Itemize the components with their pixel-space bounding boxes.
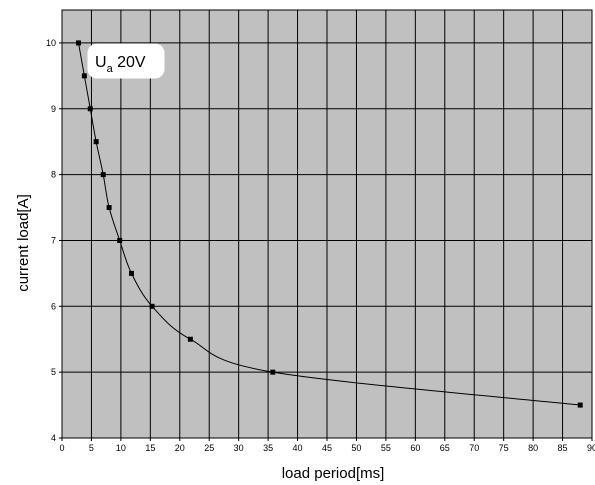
x-tick-label: 65 <box>440 443 450 453</box>
x-tick-label: 50 <box>351 443 361 453</box>
x-tick-label: 30 <box>234 443 244 453</box>
x-tick-label: 0 <box>59 443 64 453</box>
x-tick-label: 20 <box>175 443 185 453</box>
x-tick-label: 55 <box>381 443 391 453</box>
data-point <box>81 73 87 79</box>
grid <box>62 10 592 438</box>
data-point <box>149 303 155 309</box>
annotation-sub: a <box>107 63 114 75</box>
y-axis-label: current load[A] <box>15 194 32 292</box>
data-point <box>87 106 93 112</box>
x-tick-label: 85 <box>558 443 568 453</box>
y-tick-label: 6 <box>51 301 56 311</box>
data-point <box>106 205 112 211</box>
plot-frame <box>61 9 593 439</box>
svg-text:Ua 20V: Ua 20V <box>95 54 146 75</box>
data-point <box>100 172 106 178</box>
x-tick-label: 10 <box>116 443 126 453</box>
annotation-box: Ua 20V <box>87 43 165 79</box>
x-tick-label: 75 <box>499 443 509 453</box>
tick-labels: 0 5 10 15 20 25 30 35 40 45 50 55 60 65 70 75 80 85 904567… <box>46 38 595 453</box>
data-point <box>117 237 123 243</box>
data-point <box>577 402 583 408</box>
annotation-main: U <box>95 54 107 71</box>
x-tick-label: 15 <box>145 443 155 453</box>
x-tick-label: 70 <box>469 443 479 453</box>
data-point <box>128 270 134 276</box>
x-tick-label: 60 <box>410 443 420 453</box>
y-tick-label: 4 <box>51 433 56 443</box>
y-tick-label: 10 <box>46 38 56 48</box>
axes <box>59 9 593 441</box>
y-tick-label: 8 <box>51 170 56 180</box>
x-tick-label: 5 <box>89 443 94 453</box>
y-tick-label: 9 <box>51 104 56 114</box>
data-point <box>270 369 276 375</box>
x-tick-label: 80 <box>528 443 538 453</box>
x-tick-label: 40 <box>293 443 303 453</box>
x-tick-label: 25 <box>204 443 214 453</box>
annotation-rest: 20V <box>113 54 146 71</box>
y-tick-label: 7 <box>51 235 56 245</box>
data-point <box>187 336 193 342</box>
x-tick-label: 35 <box>263 443 273 453</box>
x-axis-label: load period[ms] <box>282 465 385 482</box>
data-point <box>93 139 99 145</box>
x-tick-label: 45 <box>322 443 332 453</box>
data-points <box>75 40 583 408</box>
x-tick-label: 90 <box>587 443 595 453</box>
data-point <box>75 40 81 46</box>
y-tick-label: 5 <box>51 367 56 377</box>
